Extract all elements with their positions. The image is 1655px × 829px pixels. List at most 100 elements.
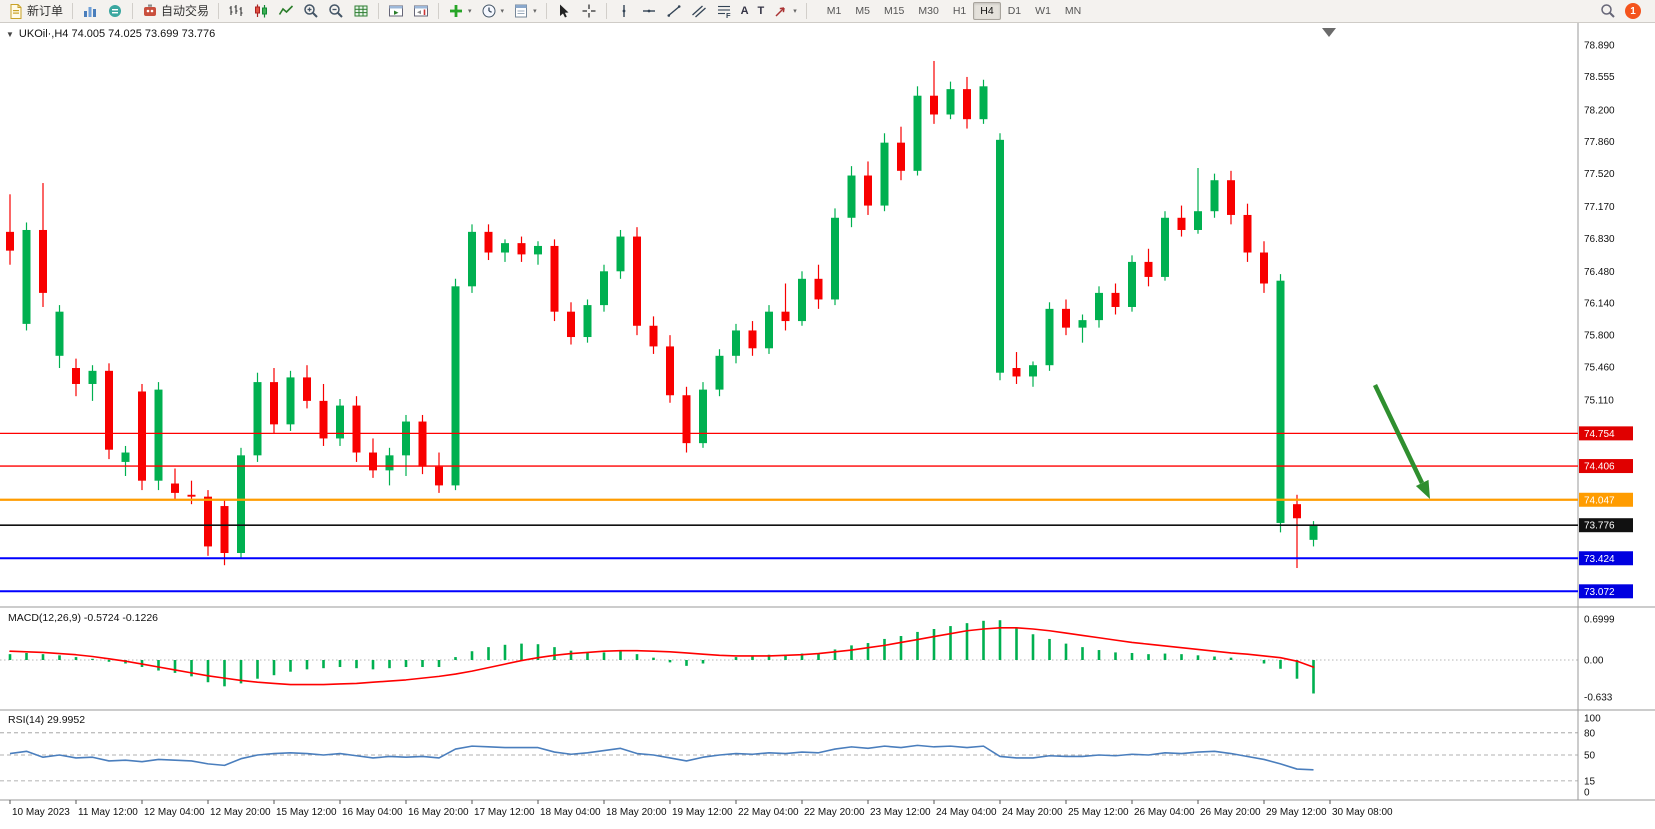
- timeframe-button-m30[interactable]: M30: [918, 5, 939, 17]
- price-axis-label: 77.520: [1584, 169, 1615, 180]
- candle-body: [154, 389, 163, 481]
- time-axis-label: 26 May 20:00: [1200, 807, 1261, 818]
- toolbar-separator: [545, 3, 547, 19]
- candle-body: [385, 455, 394, 471]
- main-toolbar: 新订单 自动交易: [0, 0, 1655, 23]
- data-window-button[interactable]: [103, 1, 127, 21]
- search-icon[interactable]: [1600, 3, 1616, 19]
- candle-body: [1260, 252, 1268, 284]
- time-axis: 10 May 2023 11 May 12:00 12 May 04:00 12 Ma…: [9, 800, 1393, 818]
- candle-body: [649, 325, 658, 347]
- price-tag-label: 73.776: [1584, 521, 1615, 532]
- macd-signal-line: [9, 627, 1315, 686]
- candle-body: [1210, 180, 1219, 212]
- candle-body: [1045, 308, 1054, 366]
- time-axis-label: 24 May 04:00: [936, 807, 997, 818]
- price-axis-label: 75.110: [1584, 395, 1614, 406]
- autotrade-label: 自动交易: [161, 4, 210, 18]
- time-axis-label: 25 May 12:00: [1068, 807, 1129, 818]
- fibonacci-tool-button[interactable]: F: [712, 1, 736, 21]
- text-tool-button[interactable]: A: [737, 1, 753, 21]
- market-watch-icon: [84, 7, 97, 17]
- timeframe-button-m1[interactable]: M1: [826, 5, 842, 17]
- autotrade-button[interactable]: 自动交易: [138, 1, 213, 21]
- candle-body: [781, 311, 790, 322]
- chart-shift-button[interactable]: [409, 1, 433, 21]
- rsi-axis-label: 100: [1584, 714, 1601, 725]
- trendline-icon: [667, 5, 681, 17]
- period-button[interactable]: ▾: [477, 1, 509, 21]
- collapse-triangle-icon[interactable]: ▼: [6, 29, 14, 39]
- candle-body: [336, 405, 344, 439]
- line-chart-icon: [278, 5, 294, 15]
- timeframe-button-mn[interactable]: MN: [1064, 5, 1082, 17]
- rsi-axis-label: 50: [1584, 751, 1596, 762]
- timeframe-button-h4[interactable]: H4: [973, 2, 1001, 20]
- candle-body: [913, 95, 922, 171]
- time-axis-label: 24 May 20:00: [1002, 807, 1063, 818]
- trendline-tool-button[interactable]: [662, 1, 686, 21]
- candle-body: [550, 245, 559, 312]
- vertical-line-icon: [622, 5, 625, 17]
- price-axis-label: 78.890: [1584, 41, 1615, 52]
- clock-icon: [482, 4, 496, 18]
- time-axis-label: 22 May 04:00: [738, 807, 799, 818]
- zoom-out-button[interactable]: [324, 1, 348, 21]
- bar-chart-button[interactable]: [224, 1, 248, 21]
- timeframe-button-d1[interactable]: D1: [1007, 5, 1022, 17]
- vertical-line-tool-button[interactable]: [612, 1, 636, 21]
- chart-area[interactable]: 74.754 74.406 74.047 73.776 73.424 73.072 MACD…: [0, 23, 1655, 829]
- timeframe-button-w1[interactable]: W1: [1035, 5, 1051, 17]
- candle-body: [583, 305, 592, 338]
- text-label-tool-button[interactable]: T: [754, 1, 769, 21]
- candle-body: [1078, 320, 1087, 328]
- horizontal-line-tool-button[interactable]: [637, 1, 661, 21]
- candlestick-chart-button[interactable]: [249, 1, 273, 21]
- candle-body: [567, 311, 575, 338]
- candle-body: [369, 452, 377, 471]
- auto-scroll-button[interactable]: [384, 1, 408, 21]
- notification-badge[interactable]: 1: [1625, 3, 1641, 19]
- toolbar-separator: [805, 3, 807, 19]
- zoom-in-button[interactable]: [299, 1, 323, 21]
- price-axis-label: 75.800: [1584, 331, 1615, 342]
- template-button[interactable]: ▾: [509, 1, 541, 21]
- new-order-icon: [10, 4, 22, 19]
- crosshair-tool-button[interactable]: [577, 1, 601, 21]
- channel-tool-button[interactable]: [687, 1, 711, 21]
- candle-body: [765, 311, 773, 349]
- price-axis-label: 77.860: [1584, 137, 1615, 148]
- timeframe-button-m15[interactable]: M15: [883, 5, 905, 17]
- cursor-tool-button[interactable]: [552, 1, 576, 21]
- candle-body: [105, 370, 113, 450]
- fibo-label: F: [726, 11, 731, 19]
- candle-body: [484, 231, 493, 253]
- chart-canvas[interactable]: 74.754 74.406 74.047 73.776 73.424 73.072 MACD…: [0, 23, 1655, 829]
- candle-body: [1194, 211, 1202, 230]
- toolbar-separator: [605, 3, 607, 19]
- add-indicator-button[interactable]: ▾: [444, 1, 476, 21]
- candles: [6, 60, 1318, 569]
- arrows-tool-button[interactable]: ▾: [769, 1, 801, 21]
- new-order-button[interactable]: 新订单: [4, 1, 67, 21]
- line-chart-button[interactable]: [274, 1, 298, 21]
- candle-body: [1029, 365, 1037, 377]
- timeframe-button-h1[interactable]: H1: [952, 5, 967, 17]
- market-watch-button[interactable]: [78, 1, 102, 21]
- chevron-down-icon: ▾: [793, 8, 797, 15]
- candle-body: [501, 243, 509, 253]
- candle-body: [220, 506, 229, 553]
- grid-button[interactable]: [349, 1, 373, 21]
- candle-body: [1128, 261, 1136, 307]
- level-lines: [0, 432, 1578, 593]
- price-axis-label: 76.140: [1584, 299, 1615, 310]
- trend-arrow[interactable]: [1372, 384, 1430, 499]
- candle-body: [1062, 308, 1070, 328]
- candle-body: [682, 395, 691, 444]
- time-axis-label: 18 May 20:00: [606, 807, 667, 818]
- timeframe-button-m5[interactable]: M5: [855, 5, 870, 17]
- time-axis-label: 12 May 20:00: [210, 807, 271, 818]
- chart-title: UKOil·,H4 74.005 74.025 73.699 73.776: [18, 28, 216, 40]
- candle-body: [633, 236, 641, 326]
